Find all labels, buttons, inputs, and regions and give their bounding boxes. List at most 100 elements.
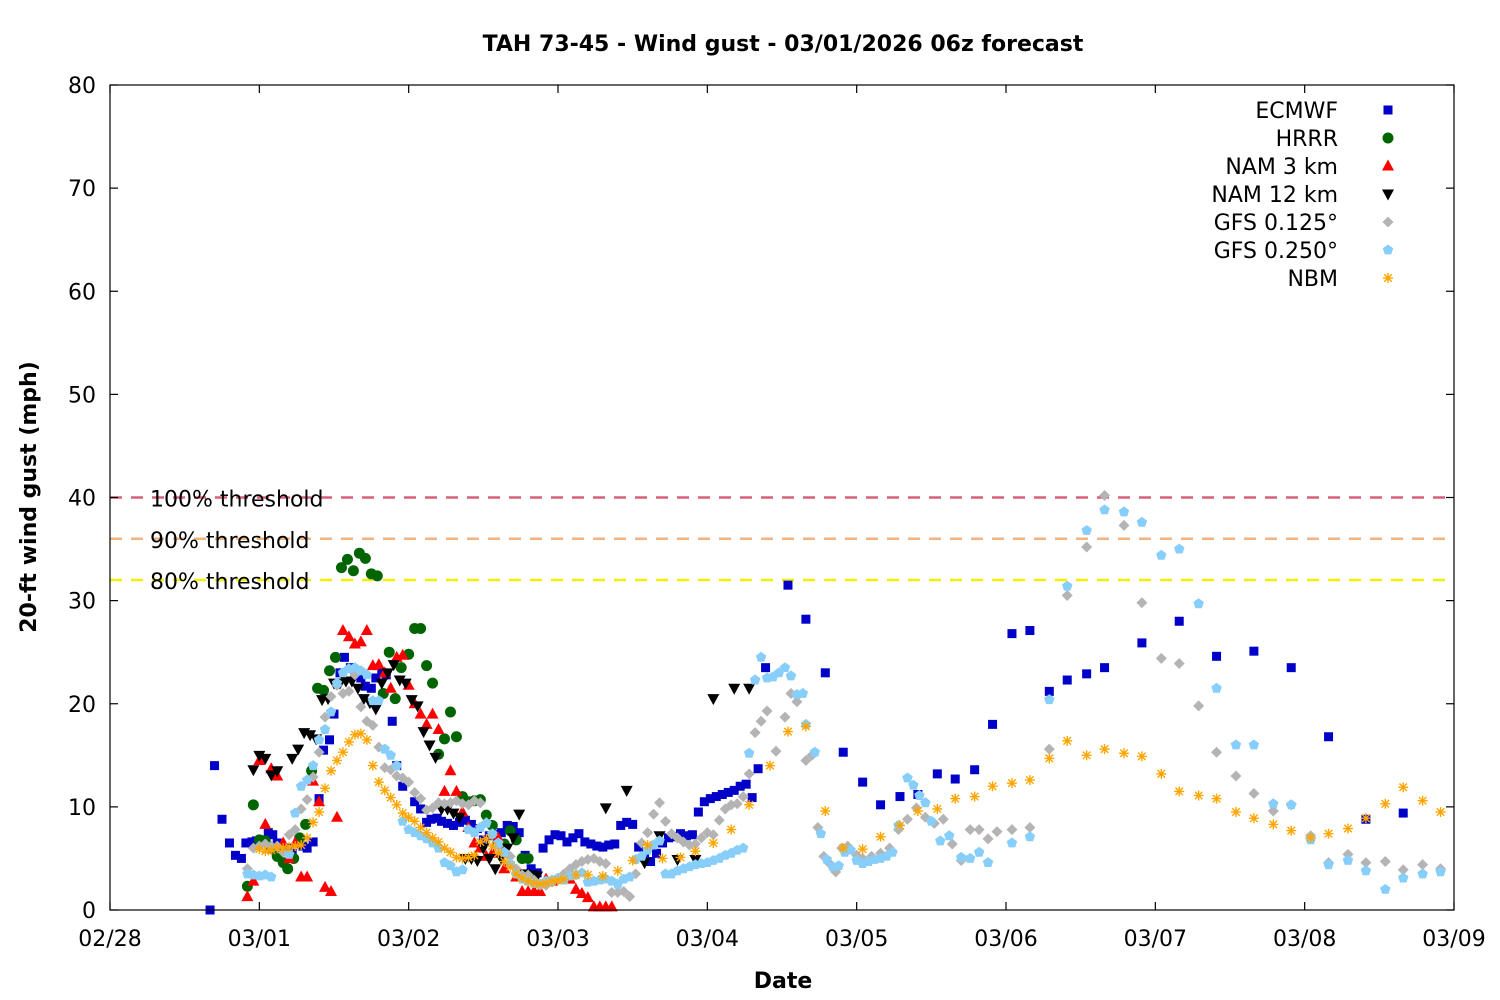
data-point — [432, 723, 445, 735]
data-point — [937, 813, 949, 825]
data-point — [800, 721, 811, 732]
data-point — [453, 812, 466, 824]
data-point — [369, 704, 382, 716]
data-point — [1249, 646, 1259, 656]
data-point — [657, 853, 668, 864]
data-point — [642, 827, 654, 839]
data-point — [556, 831, 566, 841]
data-point — [1286, 825, 1297, 836]
data-point — [271, 766, 284, 778]
data-point — [438, 784, 451, 796]
data-point — [987, 781, 998, 792]
legend-label: NAM 3 km — [1225, 155, 1338, 180]
data-point — [902, 772, 913, 783]
data-point — [286, 753, 299, 765]
data-point — [550, 830, 560, 840]
data-point — [765, 760, 776, 771]
data-point — [1380, 883, 1391, 894]
data-point — [622, 817, 632, 827]
data-point — [1099, 744, 1110, 755]
data-point — [605, 900, 618, 912]
data-point — [606, 886, 618, 898]
data-point — [1305, 832, 1316, 843]
data-point — [1156, 768, 1167, 779]
data-point — [1173, 658, 1185, 670]
data-point — [569, 882, 582, 894]
data-point — [301, 870, 314, 882]
data-point — [1267, 805, 1279, 817]
data-point — [444, 764, 457, 776]
data-point — [1380, 798, 1391, 809]
chart-title: TAH 73-45 - Wind gust - 03/01/2026 06z f… — [483, 32, 1084, 57]
data-point — [331, 755, 342, 766]
data-point — [361, 734, 372, 745]
data-point — [1081, 525, 1092, 535]
data-point — [417, 727, 430, 739]
data-point — [1286, 799, 1297, 810]
data-point — [1211, 682, 1222, 693]
data-point — [1137, 638, 1147, 648]
data-point — [301, 794, 313, 806]
data-point — [326, 765, 337, 776]
y-axis-title: 20-ft wind gust (mph) — [17, 361, 42, 633]
data-point — [1024, 831, 1036, 842]
data-point — [1212, 651, 1222, 661]
data-point — [396, 648, 409, 660]
legend-marker — [1382, 132, 1394, 144]
data-point — [723, 787, 733, 797]
data-point — [838, 843, 849, 854]
data-point — [743, 768, 755, 780]
data-point — [1044, 686, 1054, 696]
legend-label: ECMWF — [1255, 99, 1338, 124]
data-point — [562, 837, 572, 847]
data-point — [445, 860, 456, 871]
data-point — [982, 857, 994, 867]
data-point — [1248, 739, 1260, 750]
data-point — [1286, 663, 1296, 673]
y-tick-label: 50 — [68, 383, 96, 408]
x-tick-label: 03/06 — [974, 927, 1037, 952]
data-point — [737, 842, 749, 853]
data-point — [1230, 739, 1242, 750]
data-point — [507, 833, 520, 845]
data-point — [492, 831, 505, 843]
data-point — [908, 779, 919, 790]
data-point — [1155, 652, 1167, 664]
data-point — [570, 869, 581, 880]
data-point — [499, 856, 510, 867]
data-point — [753, 764, 763, 774]
data-point — [398, 781, 408, 791]
legend-label: GFS 0.250° — [1214, 239, 1338, 264]
data-point — [457, 864, 468, 875]
data-point — [397, 815, 408, 826]
data-point — [411, 701, 424, 713]
data-point — [427, 677, 439, 689]
data-point — [1024, 822, 1036, 833]
data-point — [600, 858, 612, 870]
data-point — [616, 820, 626, 830]
data-point — [371, 673, 381, 683]
data-point — [330, 810, 343, 822]
data-point — [1193, 700, 1205, 712]
data-point — [1342, 855, 1354, 865]
x-tick-label: 03/05 — [825, 927, 888, 952]
data-point — [241, 838, 251, 848]
data-point — [414, 707, 427, 719]
data-point — [991, 826, 1003, 838]
data-point — [1417, 795, 1428, 806]
data-point — [791, 696, 803, 708]
data-point — [946, 838, 958, 850]
data-point — [296, 840, 307, 851]
data-point — [391, 760, 402, 771]
data-point — [838, 747, 848, 757]
data-point — [416, 804, 426, 814]
data-point — [800, 754, 812, 766]
data-point — [648, 808, 660, 820]
data-point — [487, 841, 498, 852]
x-tick-label: 03/09 — [1422, 927, 1485, 952]
data-point — [755, 651, 767, 662]
data-point — [964, 852, 976, 863]
data-point — [932, 803, 943, 814]
data-point — [761, 663, 771, 673]
